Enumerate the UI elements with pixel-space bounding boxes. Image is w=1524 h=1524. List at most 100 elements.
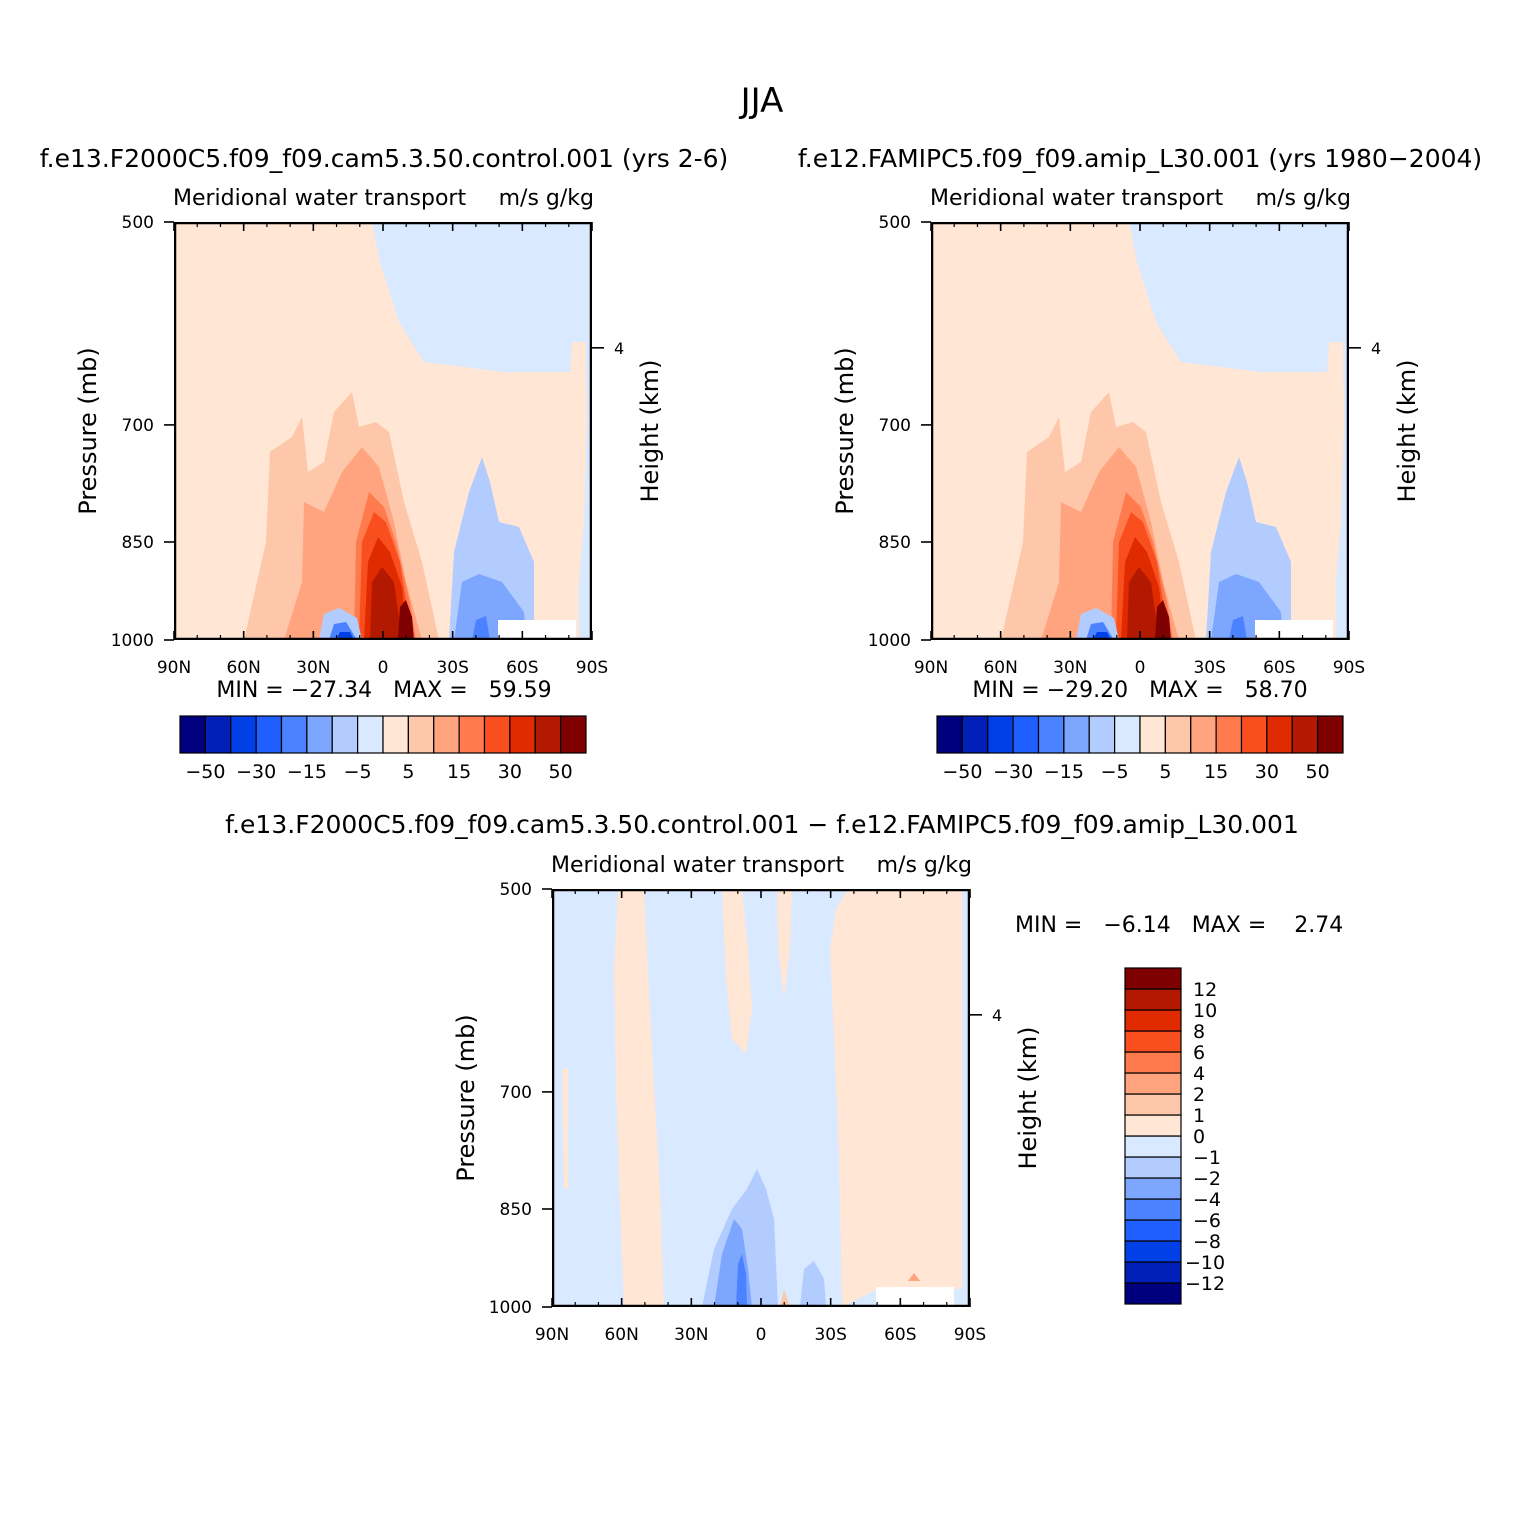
- colorbar-label: 10: [1193, 1000, 1217, 1022]
- x-tick-label: 60N: [604, 1325, 638, 1345]
- contour-fill-pos-50: [398, 600, 414, 640]
- colorbar-label: 2: [1193, 1084, 1205, 1106]
- colorbar-label: 12: [1193, 979, 1217, 1001]
- colorbar-box: [433, 715, 460, 754]
- colorbar-box: [1124, 1156, 1182, 1179]
- y-tick-label: 1000: [111, 631, 154, 651]
- x-tick-label: 0: [1135, 658, 1146, 678]
- colorbar-label: −5: [1101, 761, 1129, 783]
- panel-difference-contours: [552, 889, 970, 1307]
- colorbar-label: −5: [344, 761, 372, 783]
- colorbar-label: −1: [1193, 1147, 1221, 1169]
- contour-fill-pos-50: [1155, 600, 1171, 640]
- panel-amip-contours: [931, 222, 1349, 640]
- y-tick-label: 700: [500, 1083, 532, 1103]
- x-tick-label: 90S: [1333, 658, 1365, 678]
- colorbar-box: [1124, 1261, 1182, 1284]
- contour-fill-pos-1-sh: [780, 1289, 790, 1307]
- colorbar-box: [483, 715, 511, 754]
- colorbar-box: [179, 715, 206, 754]
- height-tick-label: 4: [1371, 339, 1381, 358]
- colorbar-box: [1088, 715, 1116, 754]
- colorbar-box: [961, 715, 989, 754]
- colorbar-box: [255, 715, 283, 754]
- colorbar-box: [1063, 715, 1090, 754]
- colorbar-box: [1124, 1177, 1182, 1200]
- x-tick-label: 30S: [814, 1325, 846, 1345]
- colorbar-box: [458, 715, 486, 754]
- colorbar-label: 50: [549, 761, 573, 783]
- contour-fill-neg-6: [736, 1254, 747, 1307]
- y-tick-label: 500: [879, 213, 911, 233]
- y-tick-label: 1000: [489, 1298, 532, 1318]
- missing-data-region: [498, 620, 576, 640]
- panel-difference-ylabel-right: Height (km): [1014, 1027, 1042, 1170]
- colorbar-label: −4: [1193, 1189, 1221, 1211]
- colorbar-box: [230, 715, 257, 754]
- colorbar-label: −2: [1193, 1168, 1221, 1190]
- x-tick-label: 0: [756, 1325, 767, 1345]
- colorbar-box: [534, 715, 562, 754]
- colorbar-box: [936, 715, 963, 754]
- colorbar-box: [987, 715, 1014, 754]
- colorbar-box: [1124, 1114, 1182, 1137]
- colorbar-box: [1124, 1009, 1182, 1032]
- colorbar-box: [1114, 715, 1141, 754]
- contour-fill-pos-sliver-90n: [562, 1069, 568, 1189]
- colorbar-label: 1: [1193, 1105, 1205, 1127]
- y-tick-label: 500: [122, 213, 154, 233]
- colorbar-box: [1291, 715, 1319, 754]
- panel-difference-plot-area: [552, 889, 970, 1307]
- panel-amip-ticks: 90N 60N 30N 0 30S 60S 90S 500 700 850 1000 4: [868, 213, 1381, 678]
- panel-difference-ylabel: Pressure (mb): [452, 1014, 480, 1181]
- panel-difference-right-string: m/s g/kg: [877, 853, 972, 878]
- contour-fill-pos-40: [1127, 567, 1159, 640]
- x-tick-label: 90S: [954, 1325, 986, 1345]
- colorbar-box: [1164, 715, 1192, 754]
- panel-difference-ticks: 90N 60N 30N 0 30S 60S 90S 500 700 850 1000 4: [489, 880, 1002, 1345]
- figure-title: JJA: [739, 81, 784, 121]
- x-tick-label: 0: [378, 658, 389, 678]
- x-tick-label: 60S: [884, 1325, 916, 1345]
- x-tick-label: 90S: [576, 658, 608, 678]
- colorbar-label: −6: [1193, 1210, 1221, 1232]
- panel-amip-colorbar: −50 −30 −15 −5 5 15 30 50: [936, 715, 1344, 783]
- panel-amip-plot-area: [931, 222, 1349, 640]
- x-tick-label: 60N: [226, 658, 260, 678]
- colorbar-label: 5: [1159, 761, 1171, 783]
- panel-control-stats: MIN = −27.34 MAX = 59.59: [216, 678, 551, 703]
- colorbar-box: [280, 715, 308, 754]
- y-tick-label: 500: [500, 880, 532, 900]
- colorbar-box: [1266, 715, 1293, 754]
- colorbar-label: 6: [1193, 1042, 1205, 1064]
- colorbar-box: [1124, 1135, 1182, 1158]
- colorbar-box: [1139, 715, 1166, 754]
- panel-difference: f.e13.F2000C5.f09_f09.cam5.3.50.control.…: [225, 810, 1343, 1345]
- colorbar-label: 4: [1193, 1063, 1205, 1085]
- colorbar-label: −15: [1044, 761, 1084, 783]
- panel-difference-stats: MIN = −6.14 MAX = 2.74: [1015, 913, 1343, 938]
- contour-fill-pos-2-60s: [908, 1273, 920, 1281]
- y-tick-label: 700: [879, 416, 911, 436]
- missing-data-region: [1255, 620, 1333, 640]
- colorbar-box: [509, 715, 536, 754]
- height-tick-label: 4: [992, 1006, 1002, 1025]
- panel-amip: f.e12.FAMIPC5.f09_f09.amip_L30.001 (yrs …: [798, 144, 1482, 783]
- colorbar-box: [382, 715, 409, 754]
- colorbar-box: [407, 715, 435, 754]
- panel-control-ylabel: Pressure (mb): [74, 347, 102, 514]
- colorbar-box: [357, 715, 384, 754]
- x-tick-label: 60S: [506, 658, 538, 678]
- colorbar-label: −8: [1193, 1231, 1221, 1253]
- x-tick-label: 30N: [674, 1325, 708, 1345]
- panel-amip-left-string: Meridional water transport: [930, 186, 1223, 211]
- panel-control-colorbar: −50 −30 −15 −5 5 15 30 50: [179, 715, 587, 783]
- panel-amip-right-string: m/s g/kg: [1256, 186, 1351, 211]
- contour-fill-sh-negative: [372, 222, 592, 640]
- y-tick-label: 700: [122, 416, 154, 436]
- x-tick-label: 90N: [535, 1325, 569, 1345]
- colorbar-label: −30: [236, 761, 276, 783]
- x-tick-label: 90N: [914, 658, 948, 678]
